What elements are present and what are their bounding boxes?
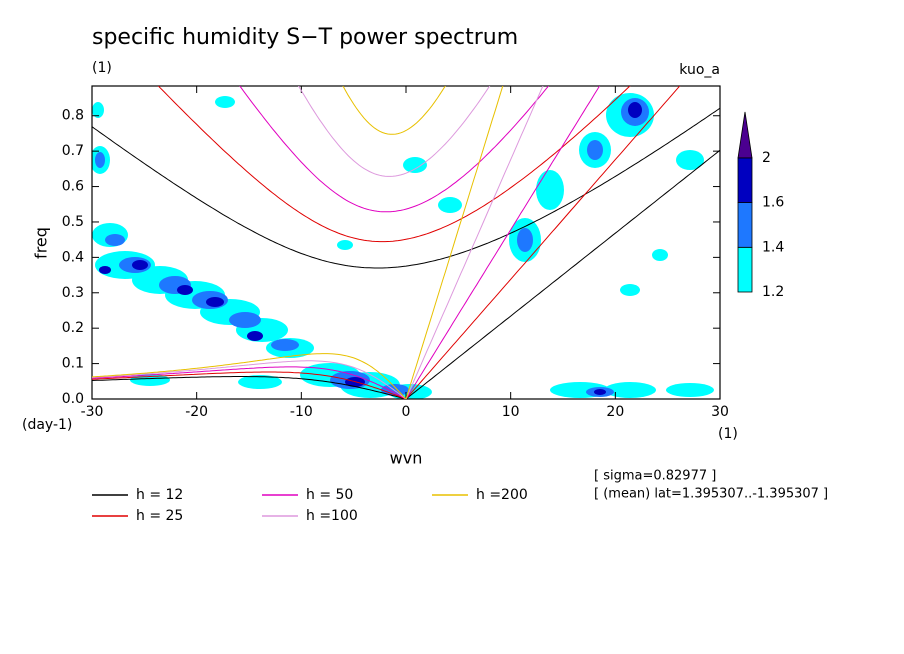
dispersion-curve [405,86,544,399]
dispersion-curves [92,86,720,399]
dispersion-curve [405,86,504,399]
y-tick-label: 0.8 [62,108,84,124]
y-unit: (day-1) [22,417,72,433]
x-tick-label: -30 [81,404,104,420]
dispersion-curve [92,353,407,399]
x-tick-label: 30 [711,404,729,420]
dispersion-curve [405,149,720,399]
x-tick-label: 10 [502,404,520,420]
x-tick-label: 0 [402,404,411,420]
spectrum-patches [92,93,714,399]
y-tick-label: 0.5 [62,214,84,230]
y-tick-label: 0.7 [62,143,84,159]
colorbar-extension [737,111,753,159]
y-tick-label: 0.3 [62,285,84,301]
legend-label: h = 50 [306,487,353,503]
annotation: [ (mean) lat=1.395307..-1.395307 ] [594,487,828,502]
dispersion-curve [92,107,720,269]
dispersion-curve [92,376,407,399]
legend-label: h =100 [306,508,358,524]
x-tick-label: 20 [606,404,624,420]
colorbar-label: 1.6 [762,195,784,211]
dispersion-curve [405,86,681,399]
legend-label: h =200 [476,487,528,503]
y-tick-label: 0.0 [62,391,84,407]
annotation: [ sigma=0.82977 ] [594,469,716,484]
legend: h = 12 h = 25 h = 50 h =100 h =200 [92,487,528,524]
x-axis-label: wvn [390,449,423,468]
legend-label: h = 25 [136,508,183,524]
subtitle: (1) [92,60,112,76]
colorbar-box [737,157,753,203]
x-unit: (1) [718,426,738,442]
colorbar-label: 2 [762,150,771,166]
y-tick-label: 0.1 [62,356,84,372]
y-axis-label: freq [32,227,51,259]
run-label: kuo_a [679,62,720,78]
x-tick-label: -10 [290,404,313,420]
dispersion-curve [239,86,550,213]
dispersion-curve [92,360,407,399]
dispersion-curve [157,86,631,243]
dispersion-curve [342,86,446,135]
chart-title: specific humidity S−T power spectrum [92,25,518,50]
colorbar-box [737,246,753,293]
dispersion-curve [298,86,491,177]
y-tick-label: 0.6 [62,179,84,195]
colorbar-box [737,202,753,248]
y-tick-label: 0.2 [62,320,84,336]
dispersion-curve [405,86,601,399]
colorbar-label: 1.2 [762,284,784,300]
dispersion-curve [92,371,407,399]
dispersion-curve [92,366,407,399]
x-tick-label: -20 [185,404,208,420]
y-tick-label: 0.4 [62,249,84,265]
colorbar-label: 1.4 [762,239,784,255]
legend-label: h = 12 [136,487,183,503]
